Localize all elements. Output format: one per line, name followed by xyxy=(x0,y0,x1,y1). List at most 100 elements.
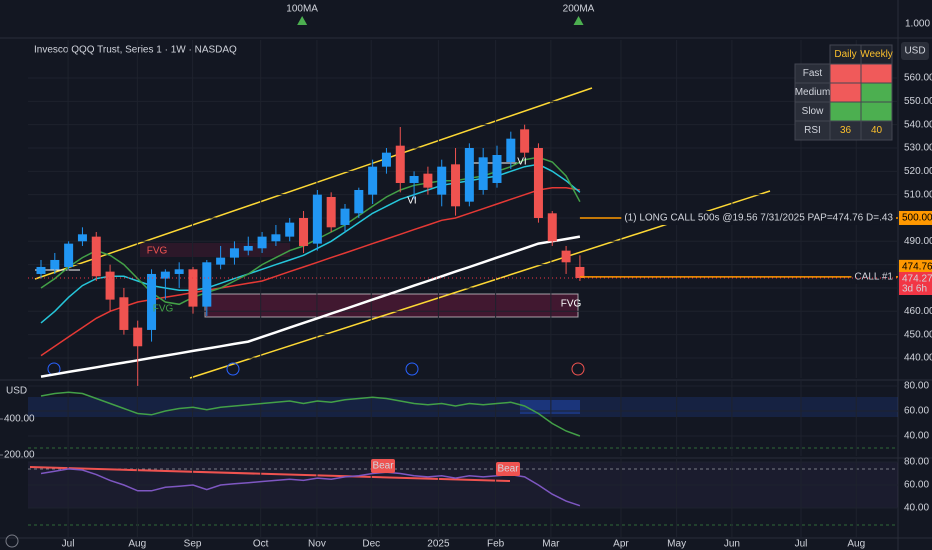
table-header: Daily xyxy=(834,49,856,60)
table-header: Weekly xyxy=(860,49,893,60)
candle-body xyxy=(492,154,502,183)
candle-body xyxy=(423,173,433,188)
candle-body xyxy=(160,271,170,279)
table-row-label: Medium xyxy=(795,87,831,98)
order-label: CALL #1 xyxy=(854,271,893,282)
y2-tick-label: 400.00 xyxy=(4,414,35,425)
line-series xyxy=(40,163,581,324)
y-tick-label: 560.00 xyxy=(904,73,932,84)
candle-body xyxy=(243,245,253,251)
candle-body xyxy=(451,164,461,207)
marker xyxy=(297,16,308,25)
y-tick-label: 550.00 xyxy=(904,96,932,107)
event-icon[interactable] xyxy=(226,362,240,376)
candle-body xyxy=(506,138,516,162)
x-tick-label: Jul xyxy=(795,539,808,550)
annotation: FVG xyxy=(561,299,582,310)
order-label-bg xyxy=(851,269,896,284)
table-cell xyxy=(860,82,893,103)
table-cell xyxy=(829,82,862,103)
table-cell xyxy=(860,120,893,141)
candle-body xyxy=(368,166,378,195)
scale-label: 1.000 xyxy=(905,19,930,30)
line-series xyxy=(40,391,581,437)
line-series xyxy=(40,186,581,357)
y-tick-label: 40.00 xyxy=(904,431,929,442)
table-row-label: Slow xyxy=(802,106,824,117)
x-tick-label: Apr xyxy=(613,539,629,550)
table-value: 40 xyxy=(871,125,883,136)
candle-body xyxy=(561,250,571,263)
candle-body xyxy=(77,234,87,242)
line-series xyxy=(40,156,581,306)
candle-body xyxy=(216,257,226,265)
candle-body xyxy=(299,217,309,246)
annotation-bg xyxy=(371,459,395,473)
currency[interactable]: USD xyxy=(904,46,925,57)
currency-button[interactable] xyxy=(901,42,929,60)
y-tick-label: 490.00 xyxy=(904,236,932,247)
candle-body xyxy=(64,243,74,267)
price-tag-label: 474.27 xyxy=(902,274,932,285)
pane-label: USD xyxy=(6,386,27,397)
annotation-bg xyxy=(496,462,520,476)
candle-body xyxy=(229,248,239,258)
x-tick-label: Mar xyxy=(542,539,560,550)
band xyxy=(520,400,580,414)
candle-body xyxy=(340,208,350,225)
y-tick-label: 450.00 xyxy=(904,329,932,340)
candle-body xyxy=(202,262,212,307)
y2-tick-label: 200.00 xyxy=(4,450,35,461)
candle-body xyxy=(174,269,184,274)
event-icon[interactable] xyxy=(405,362,419,376)
x-tick-label: Sep xyxy=(184,539,202,550)
table-row-label: RSI xyxy=(804,125,821,136)
x-tick-label: Feb xyxy=(487,539,505,550)
candle-body xyxy=(437,166,447,195)
x-tick-label: Oct xyxy=(253,539,269,550)
candle-body xyxy=(575,266,585,278)
candle-body xyxy=(478,157,488,190)
price-tag xyxy=(899,210,932,225)
table-cell xyxy=(860,101,893,122)
price-tag-label: 500.00 xyxy=(902,213,932,224)
candle-body xyxy=(285,222,295,237)
price-tag xyxy=(899,271,932,295)
y-tick-label: 530.00 xyxy=(904,143,932,154)
candle-body xyxy=(312,194,322,244)
y-tick-label: 80.00 xyxy=(904,457,929,468)
candle-body xyxy=(326,196,336,228)
x-tick-label: May xyxy=(667,539,686,550)
y-tick-label: 60.00 xyxy=(904,406,929,417)
channel-line xyxy=(34,87,593,280)
annotation: VI xyxy=(517,157,526,168)
trend-line xyxy=(29,466,511,482)
annotation: Bear xyxy=(372,461,394,472)
candle-body xyxy=(271,234,281,242)
chart-title: Invesco QQQ Trust, Series 1 · 1W · NASDA… xyxy=(34,45,237,56)
order-label-bg xyxy=(621,210,896,225)
x-tick-label: 2025 xyxy=(427,539,450,550)
table-cell xyxy=(829,63,862,84)
annotation: Bear xyxy=(497,464,519,475)
marker xyxy=(573,16,584,25)
countdown: 3d 6h xyxy=(902,284,927,295)
candle-body xyxy=(354,189,364,214)
price-tag-label: 474.76 xyxy=(902,261,932,272)
x-tick-label: Aug xyxy=(128,539,146,550)
candle-body xyxy=(533,148,543,218)
candle-body xyxy=(381,152,391,167)
y-tick-label: 510.00 xyxy=(904,189,932,200)
line-series xyxy=(40,468,581,507)
candle-body xyxy=(133,327,143,347)
marker-label: 200MA xyxy=(563,4,595,15)
candle-body xyxy=(464,148,474,202)
timezone-icon[interactable] xyxy=(5,534,19,548)
table-value: 36 xyxy=(840,125,852,136)
annotation: FVG xyxy=(147,246,168,257)
event-icon[interactable] xyxy=(571,362,585,376)
table-cell xyxy=(829,101,862,122)
x-tick-label: Aug xyxy=(847,539,865,550)
price-tag xyxy=(899,259,932,274)
